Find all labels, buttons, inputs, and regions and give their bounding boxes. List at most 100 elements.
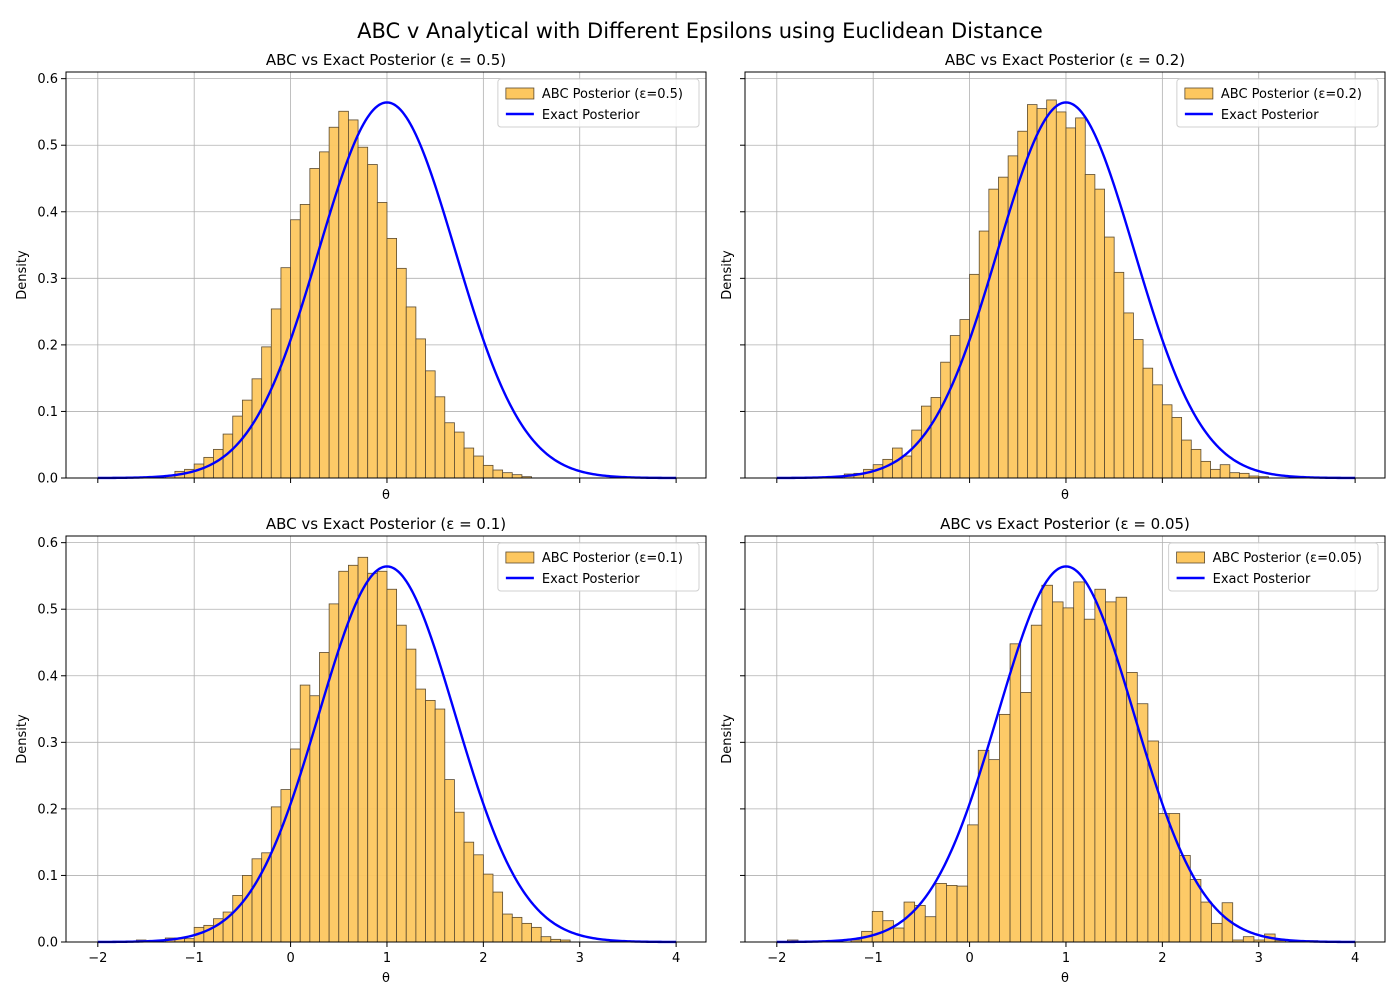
histogram-bar <box>940 361 951 479</box>
histogram-bar <box>988 759 1000 943</box>
histogram-bar <box>988 188 999 479</box>
y-tick-label: 0.6 <box>37 536 58 551</box>
x-tick-label: 1 <box>383 951 391 966</box>
histogram-bar <box>1219 464 1231 479</box>
histogram-bar <box>1181 439 1192 479</box>
histogram-bar <box>1152 384 1163 479</box>
histogram-bar <box>1075 117 1086 479</box>
y-tick-label: 0.2 <box>37 338 58 353</box>
x-tick-label: 4 <box>672 951 680 966</box>
histogram-bar <box>405 306 417 479</box>
axes-frame <box>65 535 707 943</box>
histogram-bar <box>367 164 378 479</box>
axes-frame <box>744 535 1386 943</box>
histogram-bar <box>309 168 320 479</box>
y-tick-label: 0.1 <box>37 405 58 420</box>
subplot-title: ABC vs Exact Posterior (ε = 0.5) <box>266 51 506 69</box>
x-axis-label: θ <box>382 971 390 986</box>
histogram-bar <box>914 904 926 943</box>
histogram-bar <box>376 570 388 943</box>
histogram-bar <box>969 273 980 479</box>
y-axis-label: Density <box>15 250 30 300</box>
histogram-bar <box>454 811 465 943</box>
histogram-bar <box>261 346 272 479</box>
histogram-bar <box>251 378 263 479</box>
histogram-bar <box>357 556 369 943</box>
x-tick-label: 2 <box>1158 951 1166 966</box>
x-tick-label: −2 <box>88 951 107 966</box>
histogram-bar <box>511 916 523 943</box>
y-tick-label: 0.3 <box>37 272 58 287</box>
histogram-bar <box>492 891 504 943</box>
x-tick-label: 3 <box>1255 951 1263 966</box>
histogram-bar <box>348 119 359 479</box>
histogram-bar <box>319 151 330 479</box>
histogram-bar <box>270 806 282 943</box>
histogram-bar <box>290 219 301 479</box>
y-axis-label: Density <box>720 714 735 764</box>
histogram-bar <box>1055 111 1067 479</box>
histogram-bar <box>956 885 969 943</box>
x-tick-label: 3 <box>576 951 584 966</box>
x-tick-label: −2 <box>767 951 786 966</box>
y-tick-label: 0.5 <box>37 603 58 618</box>
histogram-bar <box>1190 448 1202 479</box>
x-axis-label: θ <box>382 488 390 503</box>
histogram-bar <box>328 126 340 479</box>
legend-swatch-abc <box>505 87 535 100</box>
histogram-bar <box>1020 692 1032 943</box>
histogram-bar <box>1036 108 1048 479</box>
histogram-bar <box>977 749 990 943</box>
histogram-bar <box>386 588 398 943</box>
histogram-bar <box>540 936 552 943</box>
x-tick-label: −1 <box>864 951 883 966</box>
histogram-bar <box>1200 901 1212 943</box>
y-tick-label: 0.1 <box>37 869 58 884</box>
histogram-bar <box>1147 740 1159 943</box>
histogram-bar <box>1113 271 1125 479</box>
y-tick-label: 0.6 <box>37 72 58 87</box>
legend-label-abc: ABC Posterior (ε=0.2) <box>1221 87 1362 102</box>
histogram-bar <box>1239 472 1250 479</box>
histogram-bar <box>299 204 311 479</box>
histogram-bar <box>1065 127 1077 479</box>
legend-swatch-abc <box>1176 551 1206 564</box>
histogram-bar <box>521 922 532 943</box>
histogram-bar <box>482 464 494 479</box>
histogram-bar <box>1168 813 1181 943</box>
y-axis-label: Density <box>15 714 30 764</box>
histogram-bar <box>967 824 979 943</box>
legend-swatch-abc <box>505 551 535 564</box>
histogram-bar <box>1030 624 1043 943</box>
legend-label-abc: ABC Posterior (ε=0.1) <box>542 551 683 566</box>
histogram-bar <box>1073 581 1085 943</box>
histogram-bar <box>434 708 446 943</box>
histogram-bar <box>1229 472 1240 479</box>
histogram-bar <box>946 885 958 943</box>
y-tick-label: 0.0 <box>37 472 58 487</box>
histogram-bar <box>903 901 916 943</box>
legend-box <box>1168 542 1379 592</box>
histogram-bar <box>1062 607 1075 943</box>
exact-posterior-line <box>97 565 677 944</box>
histogram-bar <box>531 926 542 943</box>
histogram-bar <box>999 713 1011 943</box>
legend: ABC Posterior (ε=0.05) Exact Posterior <box>1168 542 1379 592</box>
exact-posterior-line <box>97 101 677 480</box>
histogram-bar <box>473 455 484 479</box>
y-tick-label: 0.3 <box>37 736 58 751</box>
histogram-bar <box>357 146 369 479</box>
histogram-bar <box>241 875 253 943</box>
y-tick-label: 0.2 <box>37 802 58 817</box>
legend-box <box>1176 78 1379 128</box>
histogram-bar <box>251 858 263 943</box>
histogram-bar <box>299 684 311 943</box>
histogram-bar <box>454 431 465 479</box>
subplot-title: ABC vs Exact Posterior (ε = 0.05) <box>940 515 1190 533</box>
histogram-bar <box>1027 104 1038 479</box>
histogram-bar <box>367 572 378 943</box>
x-axis-label: θ <box>1061 971 1069 986</box>
subplot-3: −2 −1 0 1 2 3 4 0.0 0.1 0.2 0.3 0.4 0.5 0.6 ABC vs Exa… <box>15 515 707 986</box>
x-axis-label: θ <box>1061 488 1069 503</box>
